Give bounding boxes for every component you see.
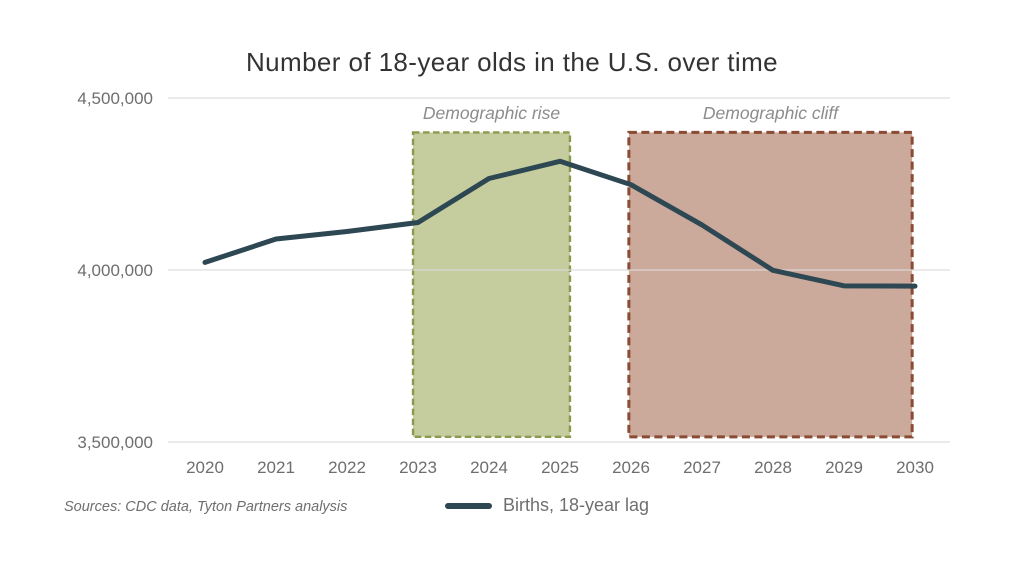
x-tick-label: 2025: [541, 458, 579, 477]
legend-line-swatch: [445, 502, 492, 509]
y-tick-label: 3,500,000: [77, 433, 153, 452]
source-note: Sources: CDC data, Tyton Partners analys…: [64, 499, 348, 515]
births-line: [202, 158, 918, 289]
annotation-demographic-rise: Demographic rise: [422, 103, 561, 124]
x-tick-label: 2022: [328, 458, 366, 477]
legend-label: Births, 18-year lag: [503, 495, 650, 515]
x-tick-label: 2021: [257, 458, 295, 477]
y-tick-label: 4,500,000: [77, 89, 153, 108]
x-tick-label: 2020: [186, 458, 224, 477]
chart-title: Number of 18-year olds in the U.S. over …: [245, 47, 779, 77]
x-tick-label: 2026: [612, 458, 650, 477]
legend: Births, 18-year lag: [445, 495, 649, 516]
annotation-demographic-cliff: Demographic cliff: [702, 103, 839, 124]
x-tick-label: 2028: [754, 458, 792, 477]
x-tick-label: 2023: [399, 458, 437, 477]
y-tick-label: 4,000,000: [77, 261, 153, 280]
x-tick-label: 2027: [683, 458, 721, 477]
x-tick-label: 2030: [896, 458, 934, 477]
x-tick-label: 2029: [825, 458, 863, 477]
region-rise: [411, 131, 572, 439]
x-tick-label: 2024: [470, 458, 508, 477]
